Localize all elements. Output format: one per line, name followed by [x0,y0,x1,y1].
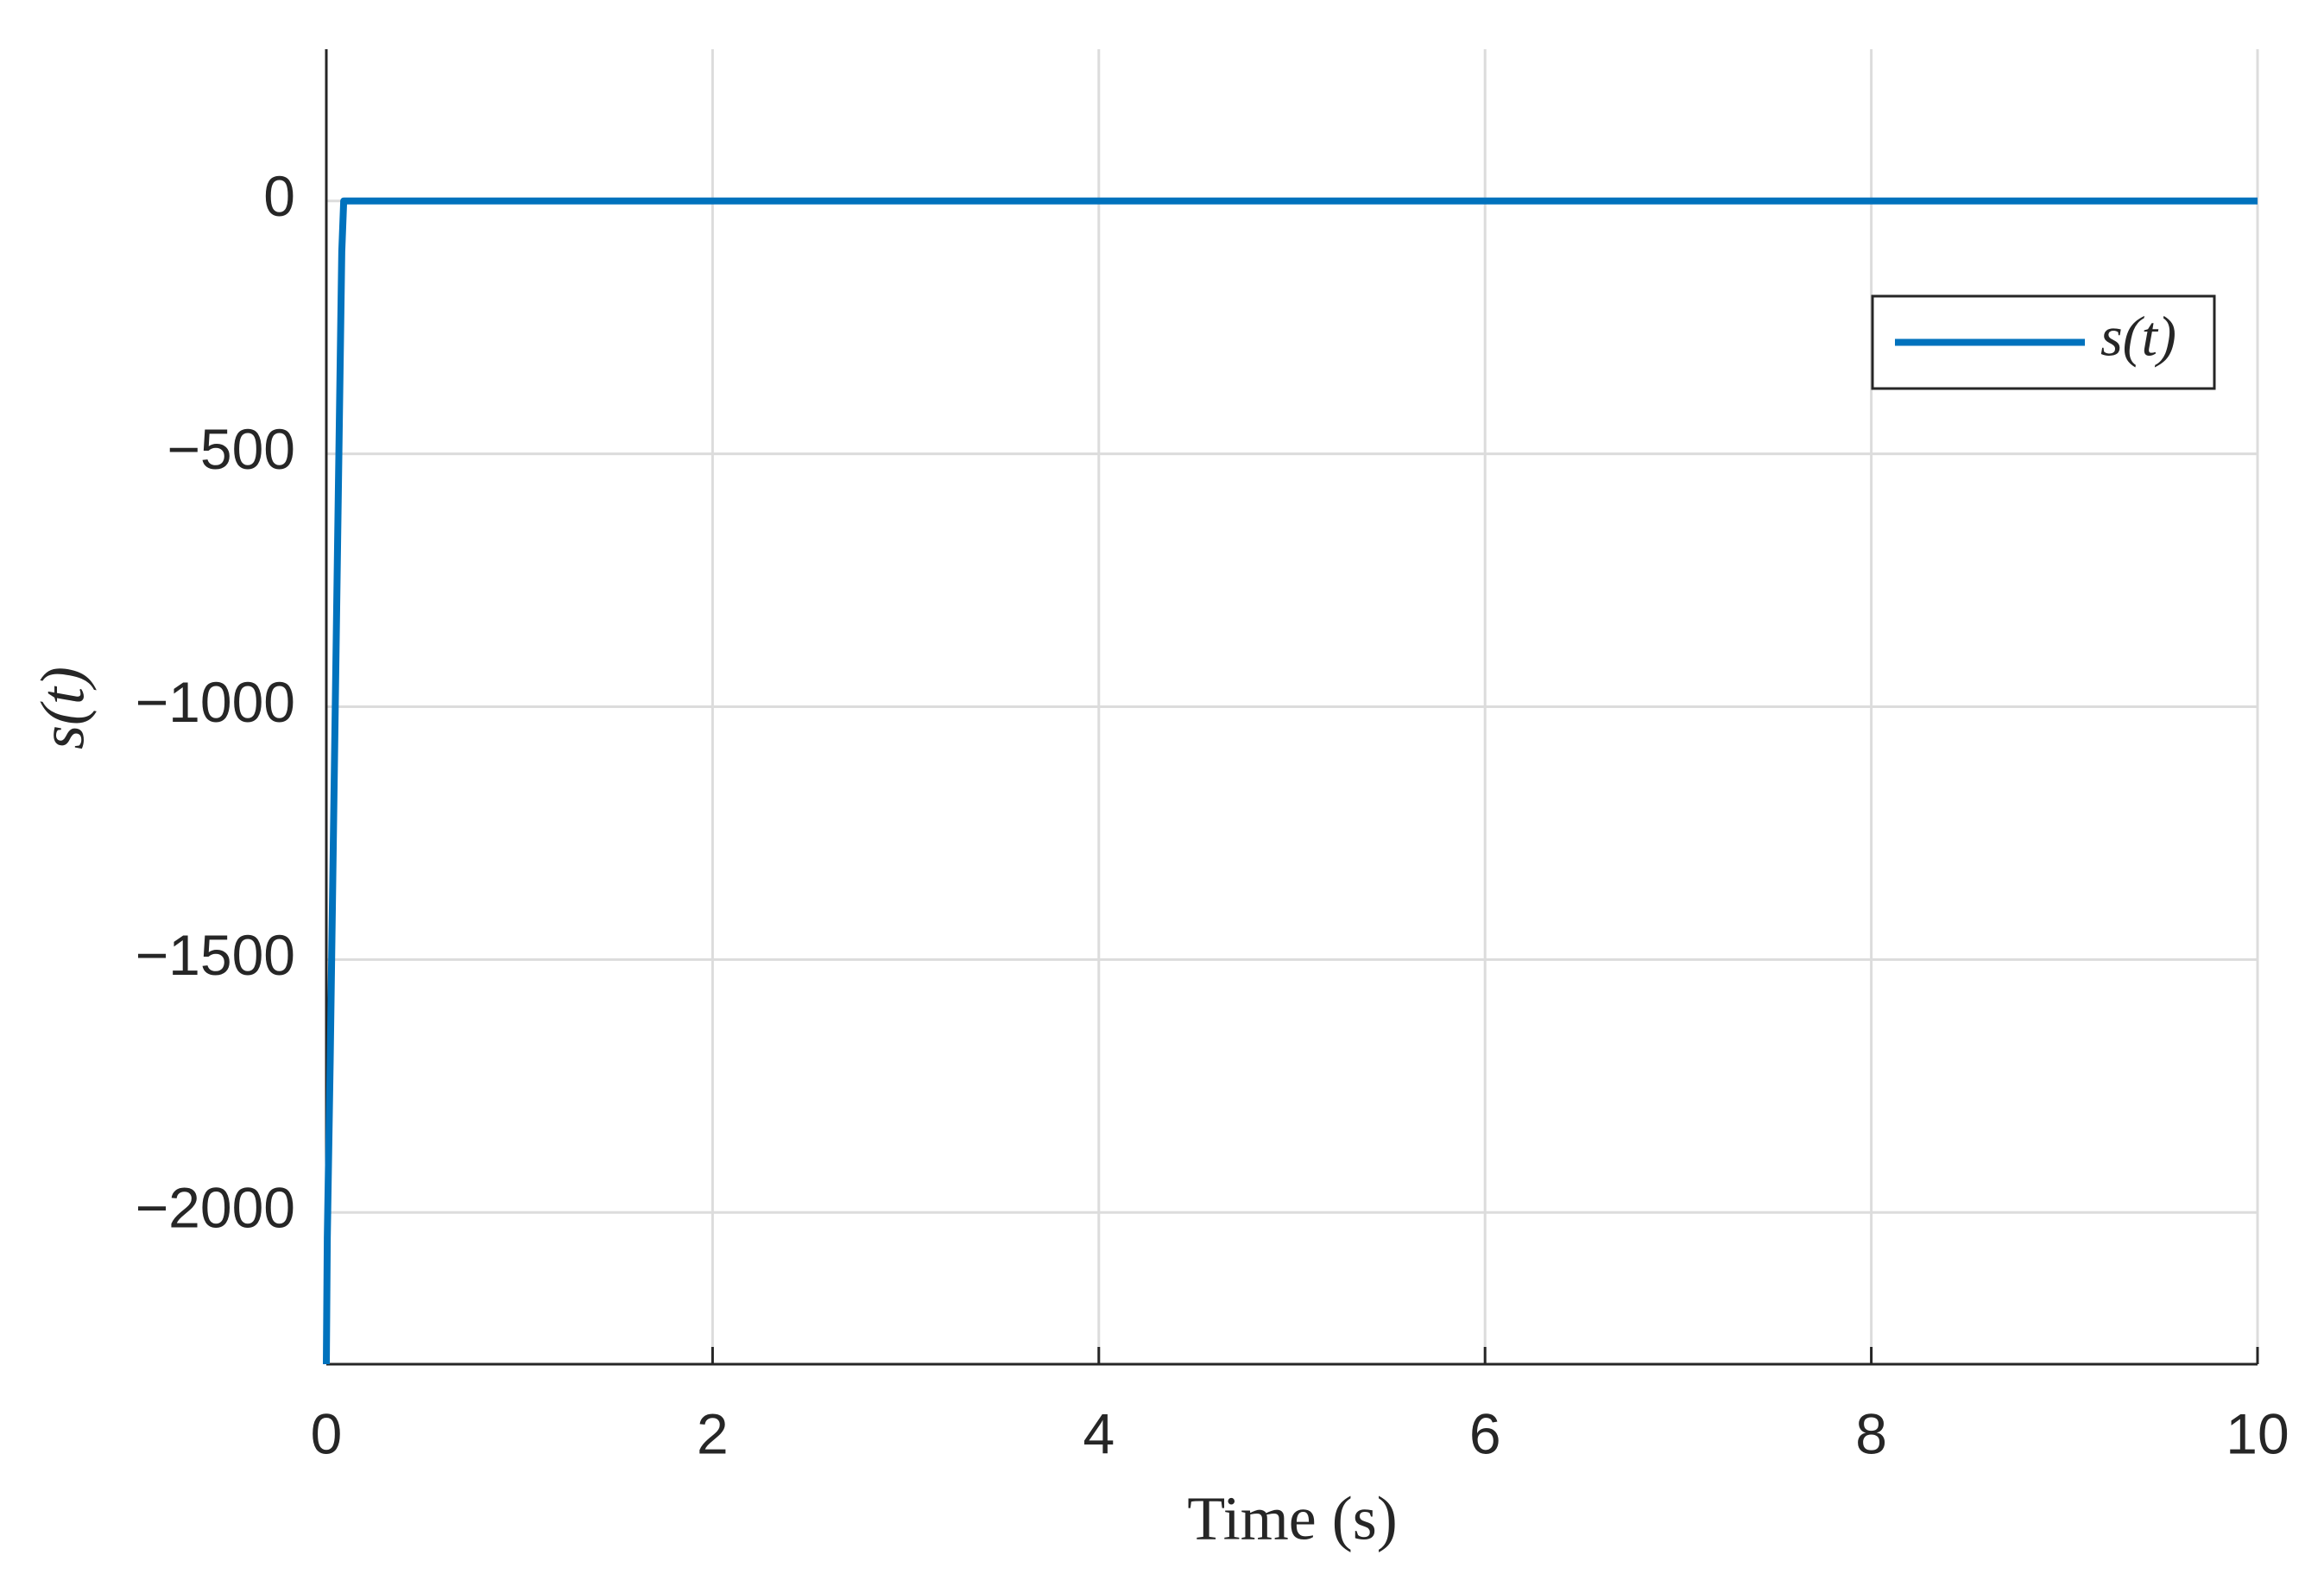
series-line [323,197,2258,1365]
x-tick-label: 10 [2226,1401,2289,1465]
y-tick-label: −2000 [136,1176,295,1240]
x-tick-label: 6 [1469,1401,1501,1465]
x-tick-label: 8 [1855,1401,1887,1465]
legend-label: s(t) [2100,306,2176,369]
x-axis-label: Time (s) [1187,1484,1397,1553]
y-tick-label: −500 [167,417,295,481]
x-tick-label: 2 [697,1401,729,1465]
y-tick-label: −1000 [136,670,295,734]
y-tick-label: 0 [263,164,295,228]
y-tick-label: −1500 [136,923,295,987]
x-tick-label: 4 [1083,1401,1115,1465]
x-tick-label: 0 [311,1401,343,1465]
y-axis-label: s(t) [28,667,98,749]
